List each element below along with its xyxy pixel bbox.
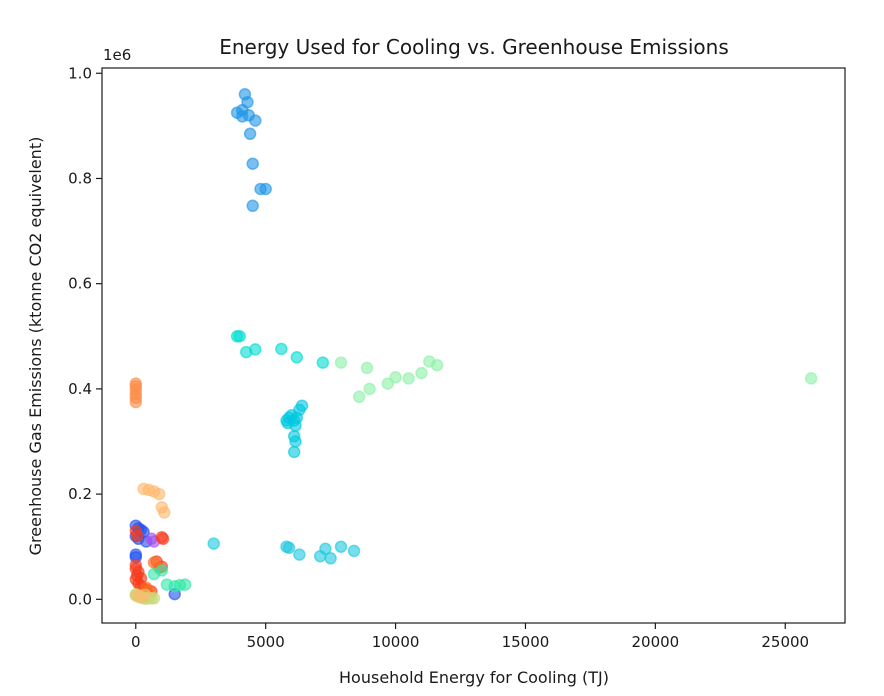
data-point — [243, 127, 257, 141]
data-points — [129, 88, 818, 606]
data-point — [430, 358, 444, 372]
x-tick-label: 15000 — [502, 633, 550, 651]
x-tick-label: 5000 — [247, 633, 285, 651]
data-point — [363, 382, 376, 396]
data-point — [289, 435, 302, 448]
data-point — [282, 541, 296, 555]
data-point — [207, 537, 220, 550]
data-point — [249, 343, 262, 356]
data-point — [804, 372, 818, 385]
data-point — [287, 445, 301, 459]
data-point — [233, 330, 246, 343]
data-point — [319, 542, 332, 556]
x-tick-label: 20000 — [631, 633, 679, 651]
data-point — [402, 372, 415, 385]
data-point — [156, 532, 170, 546]
y-tick-label: 0.2 — [68, 485, 92, 503]
y-tick-label: 0.8 — [68, 169, 92, 187]
data-point — [347, 544, 361, 558]
data-point — [293, 548, 306, 561]
data-point — [249, 114, 262, 127]
data-point — [259, 182, 272, 196]
x-tick-label: 10000 — [372, 633, 420, 651]
y-axis-label: Greenhouse Gas Emissions (ktonne CO2 equ… — [26, 137, 45, 556]
data-point — [290, 351, 304, 364]
y-axis-offset-label: 1e6 — [103, 46, 131, 64]
data-point — [246, 199, 259, 213]
data-point — [152, 487, 166, 501]
data-point — [334, 540, 348, 553]
data-point — [275, 342, 288, 356]
data-point — [389, 371, 402, 384]
data-point — [138, 588, 152, 601]
y-tick-label: 0.0 — [68, 590, 92, 608]
data-point — [178, 578, 192, 591]
data-point — [295, 399, 309, 412]
data-point — [360, 361, 374, 375]
chart-title: Energy Used for Cooling vs. Greenhouse E… — [219, 35, 729, 59]
data-point — [324, 552, 337, 565]
data-point — [147, 567, 161, 581]
data-point — [415, 366, 428, 380]
data-point — [246, 157, 259, 170]
x-tick-label: 0 — [131, 633, 141, 651]
data-point — [129, 395, 143, 409]
data-point — [158, 506, 171, 519]
data-point — [334, 356, 348, 369]
data-point — [352, 390, 366, 404]
x-tick-label: 25000 — [761, 633, 809, 651]
x-axis-label: Household Energy for Cooling (TJ) — [339, 668, 609, 687]
plot-frame — [101, 67, 846, 624]
axis-ticks: 0 5000 10000 15000 20000 25000 0.0 0.2 0.4 0.6 0.8… — [68, 64, 809, 651]
y-tick-label: 0.6 — [68, 275, 92, 293]
y-tick-label: 1.0 — [68, 64, 92, 82]
data-point — [316, 356, 330, 369]
data-point — [130, 529, 144, 543]
y-tick-label: 0.4 — [68, 380, 92, 398]
